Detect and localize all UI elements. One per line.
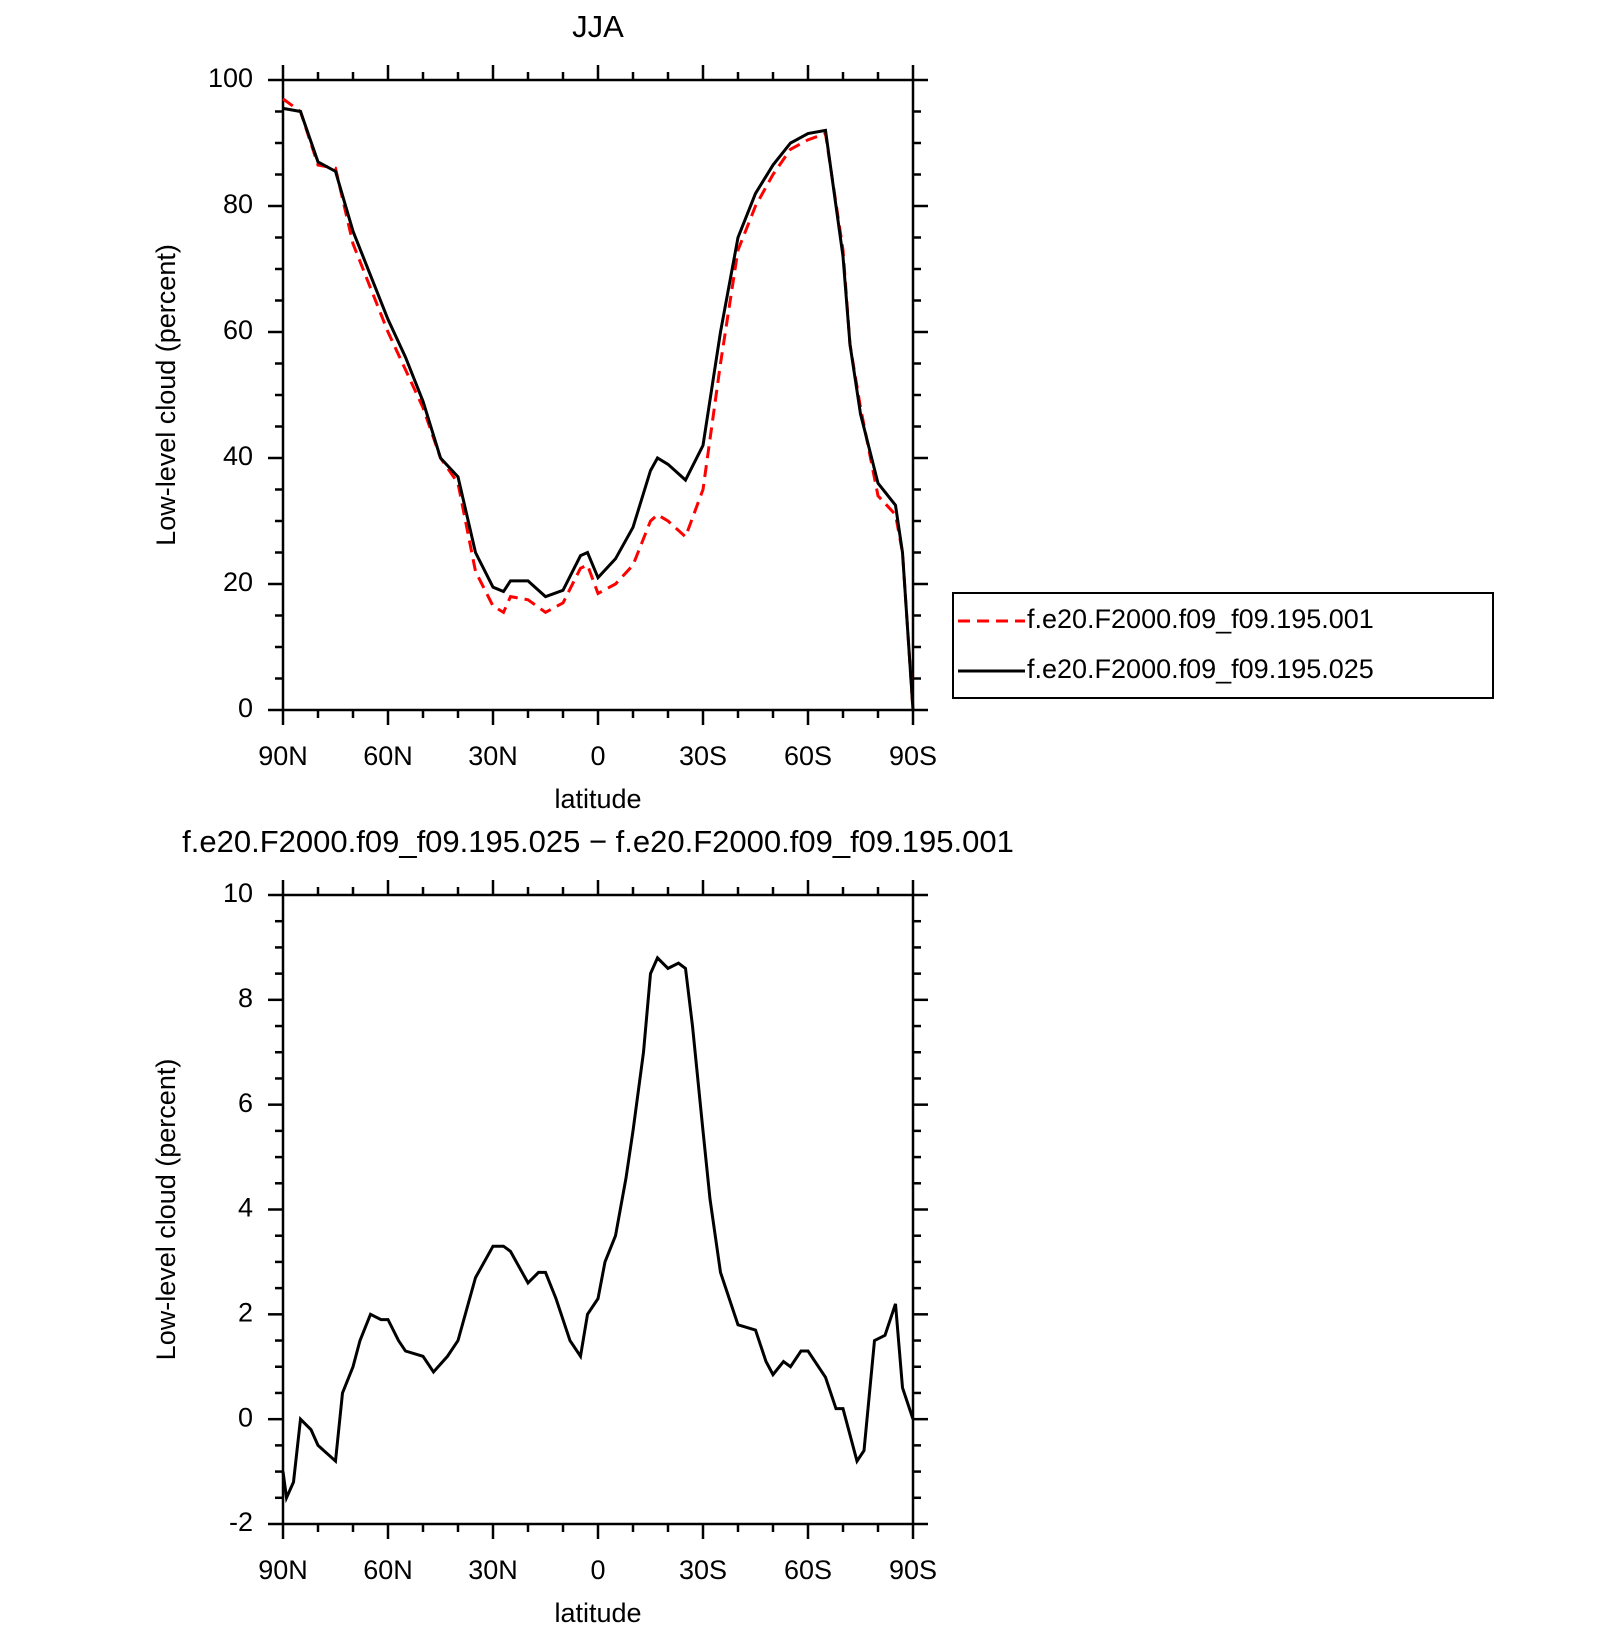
- chart-title: f.e20.F2000.f09_f09.195.025 − f.e20.F200…: [182, 824, 1014, 859]
- x-tick-label: 30N: [468, 741, 518, 771]
- y-tick-label: 100: [208, 63, 253, 93]
- x-tick-label: 0: [590, 1555, 605, 1585]
- x-tick-label: 30S: [679, 741, 727, 771]
- y-tick-label: 20: [223, 567, 253, 597]
- y-tick-label: 10: [223, 878, 253, 908]
- y-tick-label: 4: [238, 1193, 253, 1223]
- x-tick-label: 90N: [258, 1555, 308, 1585]
- y-tick-label: 0: [238, 1402, 253, 1432]
- chart-title: JJA: [572, 9, 624, 44]
- x-axis-label: latitude: [554, 1598, 641, 1628]
- data-line: [282, 106, 915, 711]
- y-tick-label: 80: [223, 189, 253, 219]
- x-tick-label: 90N: [258, 741, 308, 771]
- x-tick-label: 90S: [889, 1555, 937, 1585]
- y-tick-label: 6: [238, 1088, 253, 1118]
- plot-frame: [281, 893, 915, 1526]
- plot-frame: [281, 78, 915, 712]
- y-tick-label: 8: [238, 983, 253, 1013]
- data-line: [281, 955, 915, 1504]
- x-axis-label: latitude: [554, 784, 641, 814]
- x-tick-label: 30S: [679, 1555, 727, 1585]
- y-tick-label: 60: [223, 315, 253, 345]
- x-tick-label: 0: [590, 741, 605, 771]
- x-tick-label: 90S: [889, 741, 937, 771]
- x-tick-label: 30N: [468, 1555, 518, 1585]
- x-tick-label: 60S: [784, 1555, 832, 1585]
- y-tick-label: 40: [223, 441, 253, 471]
- y-axis-label: Low-level cloud (percent): [151, 244, 181, 546]
- legend-label: f.e20.F2000.f09_f09.195.025: [1027, 654, 1374, 684]
- y-tick-label: 0: [238, 693, 253, 723]
- x-tick-label: 60N: [363, 1555, 413, 1585]
- x-tick-label: 60N: [363, 741, 413, 771]
- legend-box: [952, 592, 1494, 699]
- y-tick-label: 2: [238, 1297, 253, 1327]
- y-axis-label: Low-level cloud (percent): [151, 1059, 181, 1361]
- y-tick-label: -2: [229, 1507, 253, 1537]
- x-tick-label: 60S: [784, 741, 832, 771]
- data-line: [282, 97, 915, 711]
- legend-label: f.e20.F2000.f09_f09.195.001: [1027, 604, 1374, 634]
